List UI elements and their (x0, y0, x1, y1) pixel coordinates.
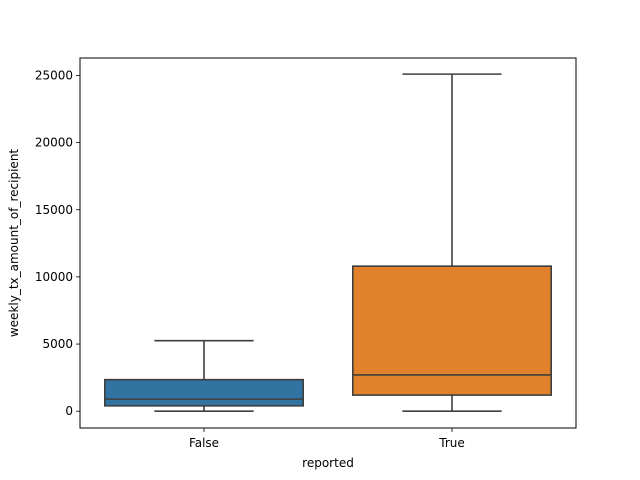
x-tick-label: False (189, 436, 219, 450)
y-tick-label: 15000 (35, 203, 73, 217)
x-axis-label: reported (302, 456, 354, 470)
iqr-box (104, 378, 304, 407)
y-tick-label: 0 (65, 404, 73, 418)
plot-frame (79, 57, 577, 429)
box-group-false (104, 339, 304, 413)
box-group-true (351, 73, 552, 413)
y-tick-label: 20000 (35, 136, 73, 150)
x-tick-label: True (438, 436, 465, 450)
boxes-layer (104, 73, 552, 413)
iqr-box (351, 265, 552, 396)
y-tick-label: 5000 (42, 337, 73, 351)
ticks-layer: 0 5000 10000 15000 20000 25000 False True (35, 68, 465, 450)
y-tick-label: 10000 (35, 270, 73, 284)
y-tick-label: 25000 (35, 68, 73, 82)
y-axis-label: weekly_tx_amount_of_recipient (7, 149, 21, 338)
